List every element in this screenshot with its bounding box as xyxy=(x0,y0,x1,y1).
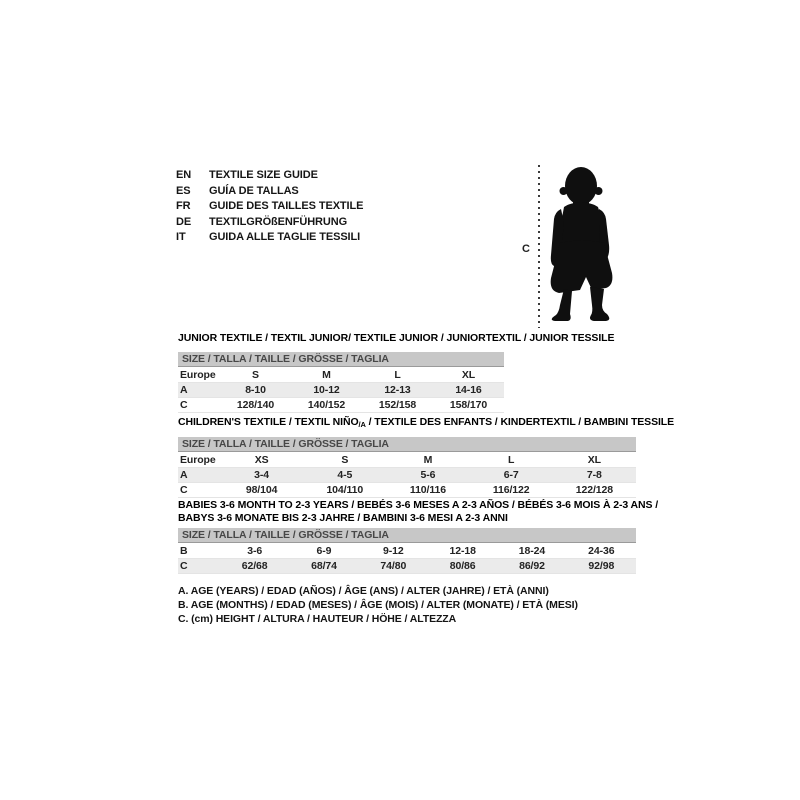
language-label: TEXTILE SIZE GUIDE xyxy=(209,169,318,181)
cell: M xyxy=(291,368,362,383)
language-row-es: ES GUÍA DE TALLAS xyxy=(176,184,363,200)
cell: 3-4 xyxy=(220,467,304,483)
children-row-c: C 98/104 104/110 110/116 116/122 122/128 xyxy=(178,482,636,498)
cell: 62/68 xyxy=(220,558,290,574)
cell: M xyxy=(386,453,470,468)
babies-row-b: B 3-6 6-9 9-12 12-18 18-24 24-36 xyxy=(178,544,636,559)
cell: 152/158 xyxy=(362,397,433,413)
cell: 10-12 xyxy=(291,382,362,398)
cell: 122/128 xyxy=(552,482,636,498)
legend-notes: A. AGE (YEARS) / EDAD (AÑOS) / ÂGE (ANS)… xyxy=(178,584,578,626)
language-label: GUÍA DE TALLAS xyxy=(209,184,299,197)
language-list: EN TEXTILE SIZE GUIDE ES GUÍA DE TALLAS … xyxy=(176,168,363,246)
babies-title-line1: BABIES 3-6 MONTH TO 2-3 YEARS / BEBÉS 3-… xyxy=(178,499,659,511)
cell: L xyxy=(469,453,553,468)
cell: Europe xyxy=(178,453,220,468)
children-columns-row: Europe XS S M L XL xyxy=(178,453,636,468)
cell: A xyxy=(178,382,220,398)
language-code: IT xyxy=(176,231,186,243)
language-row-it: IT GUIDA ALLE TAGLIE TESSILI xyxy=(176,230,363,246)
note-height-cm: C. (cm) HEIGHT / ALTURA / HAUTEUR / HÖHE… xyxy=(178,613,457,625)
children-title-subscript: /A xyxy=(358,420,366,429)
cell: 12-18 xyxy=(427,544,498,559)
babies-row-c: C 62/68 68/74 74/80 80/86 86/92 92/98 xyxy=(178,558,636,574)
language-label: GUIDA ALLE TAGLIE TESSILI xyxy=(209,231,361,243)
cell: 14-16 xyxy=(433,382,504,398)
cell: 24-36 xyxy=(566,544,636,559)
height-measure-dotted-line xyxy=(538,165,540,328)
cell: C xyxy=(178,397,220,413)
cell: A xyxy=(178,467,220,483)
children-title-main: CHILDREN'S TEXTILE / TEXTIL NIÑO xyxy=(178,416,359,428)
cell: S xyxy=(303,453,387,468)
language-code: ES xyxy=(176,184,191,197)
cell: 6-7 xyxy=(469,467,553,483)
cell: 158/170 xyxy=(433,397,504,413)
children-size-header-band: SIZE / TALLA / TAILLE / GRÖSSE / TAGLIA xyxy=(178,437,636,452)
cell: S xyxy=(220,368,291,383)
language-label: GUIDE DES TAILLES TEXTILE xyxy=(209,200,364,212)
cell: 128/140 xyxy=(220,397,291,413)
language-row-en: EN TEXTILE SIZE GUIDE xyxy=(176,168,363,184)
children-title-rest: / TEXTILE DES ENFANTS / KINDERTEXTIL / B… xyxy=(365,416,675,428)
cell: 98/104 xyxy=(220,482,304,498)
children-row-a: A 3-4 4-5 5-6 6-7 7-8 xyxy=(178,467,636,483)
junior-size-table: Europe S M L XL A 8-10 10-12 12-13 14-16… xyxy=(178,368,504,413)
cell: C xyxy=(178,558,220,574)
cell: 9-12 xyxy=(358,544,428,559)
toddler-silhouette-icon xyxy=(550,167,613,321)
cell: 6-9 xyxy=(289,544,359,559)
language-code: DE xyxy=(176,215,192,228)
language-label: TEXTILGRÖßENFÜHRUNG xyxy=(209,215,348,228)
cell: 80/86 xyxy=(427,558,498,574)
junior-columns-row: Europe S M L XL xyxy=(178,368,504,383)
cell: 86/92 xyxy=(497,558,567,574)
cell: 116/122 xyxy=(469,482,553,498)
language-row-fr: FR GUIDE DES TAILLES TEXTILE xyxy=(176,199,363,215)
cell: XS xyxy=(220,453,304,468)
children-table-title: CHILDREN'S TEXTILE / TEXTIL NIÑO/A / TEX… xyxy=(178,416,674,429)
cell: 3-6 xyxy=(220,544,290,559)
cell: 5-6 xyxy=(386,467,470,483)
cell: 12-13 xyxy=(362,382,433,398)
cell: XL xyxy=(433,368,504,383)
cell: B xyxy=(178,544,220,559)
language-row-de: DE TEXTILGRÖßENFÜHRUNG xyxy=(176,215,363,231)
children-size-table: Europe XS S M L XL A 3-4 4-5 5-6 6-7 7-8… xyxy=(178,453,636,498)
height-measure-label: C xyxy=(522,243,530,255)
cell: C xyxy=(178,482,220,498)
cell: Europe xyxy=(178,368,220,383)
cell: L xyxy=(362,368,433,383)
cell: 7-8 xyxy=(552,467,636,483)
junior-size-header-band: SIZE / TALLA / TAILLE / GRÖSSE / TAGLIA xyxy=(178,352,504,367)
cell: 140/152 xyxy=(291,397,362,413)
language-code: EN xyxy=(176,169,192,181)
cell: 104/110 xyxy=(303,482,387,498)
cell: 8-10 xyxy=(220,382,291,398)
junior-row-a: A 8-10 10-12 12-13 14-16 xyxy=(178,382,504,398)
junior-row-c: C 128/140 140/152 152/158 158/170 xyxy=(178,397,504,413)
babies-table-title: BABIES 3-6 MONTH TO 2-3 YEARS / BEBÉS 3-… xyxy=(178,499,658,525)
cell: 4-5 xyxy=(303,467,387,483)
cell: 68/74 xyxy=(289,558,359,574)
cell: 74/80 xyxy=(358,558,428,574)
note-age-months: B. AGE (MONTHS) / EDAD (MESES) / ÂGE (MO… xyxy=(178,599,578,611)
cell: 92/98 xyxy=(566,558,636,574)
junior-table-title: JUNIOR TEXTILE / TEXTIL JUNIOR/ TEXTILE … xyxy=(178,332,615,344)
cell: XL xyxy=(552,453,636,468)
babies-title-line2: BABYS 3-6 MONATE BIS 2-3 JAHRE / BAMBINI… xyxy=(178,512,508,524)
babies-size-table: B 3-6 6-9 9-12 12-18 18-24 24-36 C 62/68… xyxy=(178,544,636,574)
cell: 110/116 xyxy=(386,482,470,498)
note-age-years: A. AGE (YEARS) / EDAD (AÑOS) / ÂGE (ANS)… xyxy=(178,585,549,597)
language-code: FR xyxy=(176,200,191,212)
babies-size-header-band: SIZE / TALLA / TAILLE / GRÖSSE / TAGLIA xyxy=(178,528,636,543)
cell: 18-24 xyxy=(497,544,567,559)
